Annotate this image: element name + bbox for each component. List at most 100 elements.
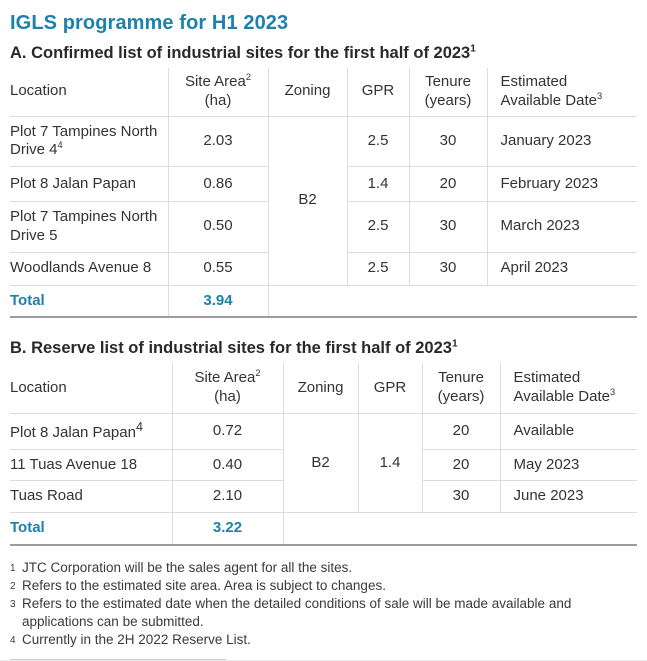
footnote-ref-4: 4 (135, 419, 143, 434)
footnote-ref-2: 2 (255, 368, 261, 379)
confirmed-sites-table: Location Site Area2 (ha) Zoning GPR Tenur… (10, 68, 637, 319)
date-cell: February 2023 (487, 166, 637, 202)
total-value: 3.22 (172, 512, 284, 546)
location-cell: Plot 8 Jalan Papan (10, 166, 169, 202)
footnote-ref-2: 2 (245, 72, 252, 82)
total-row-spacer (268, 285, 637, 319)
footnote-ref-1: 1 (470, 43, 476, 55)
section-a-title-text: A. Confirmed list of industrial sites fo… (10, 44, 471, 62)
footnote-text: JTC Corporation will be the sales agent … (22, 559, 353, 575)
tenure-cell: 30 (409, 116, 488, 167)
table-header-row: Location Site Area2 (ha) Zoning GPR Tenur… (10, 68, 637, 117)
footnote-text: Currently in the 2H 2022 Reserve List. (22, 631, 251, 647)
table-row: Plot 8 Jalan Papan4 0.72 B2 1.4 20 Avail… (10, 413, 637, 514)
tenure-cell: 30 (409, 252, 488, 286)
col-header-location: Location (10, 68, 169, 117)
gpr-cell: 2.5 (347, 116, 410, 167)
date-cell: May 2023 (500, 449, 637, 482)
date-cell: Available (500, 413, 637, 450)
date-label-line2: Available Date (500, 91, 597, 109)
col-header-available-date: Estimated Available Date3 (500, 363, 637, 414)
tenure-label: Tenure (425, 73, 471, 90)
gpr-cell: 2.5 (347, 252, 410, 286)
col-header-gpr: GPR (347, 68, 410, 117)
date-cell: April 2023 (487, 252, 637, 286)
date-label-line1: Estimated (513, 369, 581, 387)
site-area-cell: 0.86 (168, 166, 269, 202)
gpr-cell: 1.4 (347, 166, 410, 202)
tenure-cell: 20 (422, 449, 501, 482)
site-area-cell: 2.03 (168, 116, 269, 167)
footnote-ref-1: 1 (451, 338, 458, 350)
tenure-cell: 30 (409, 201, 488, 253)
table-row: Plot 8 Jalan Papan 0.86 1.4 20 February … (10, 166, 637, 202)
table-header-row: Location Site Area2 (ha) Zoning GPR Tenur… (10, 363, 637, 414)
total-row: Total 3.94 (10, 285, 637, 319)
date-cell: March 2023 (487, 201, 637, 253)
date-cell: June 2023 (500, 480, 637, 513)
tenure-unit: (years) (424, 91, 472, 109)
footnote-4: 4 Currently in the 2H 2022 Reserve List. (10, 631, 620, 649)
location-cell: Tuas Road (10, 480, 173, 513)
total-value: 3.94 (168, 285, 269, 319)
col-header-site-area: Site Area2 (ha) (168, 68, 269, 117)
footnote-1: 1 JTC Corporation will be the sales agent… (10, 559, 620, 577)
location-cell: 11 Tuas Avenue 18 (10, 449, 173, 482)
site-area-label: Site Area (184, 73, 246, 90)
location-cell: Plot 8 Jalan Papan4 (10, 413, 173, 450)
tenure-cell: 30 (422, 480, 501, 513)
table-row: Plot 7 Tampines North Drive 44 2.03 B2 2… (10, 116, 637, 286)
zoning-merged-cell: B2 (283, 413, 359, 514)
section-b-title: B. Reserve list of industrial sites for … (10, 339, 637, 358)
date-cell: January 2023 (487, 116, 637, 167)
date-label-line2: Available Date (513, 388, 610, 405)
site-area-cell: 0.40 (172, 449, 284, 482)
date-label-line1: Estimated (500, 73, 568, 90)
location-text: Plot 8 Jalan Papan (10, 423, 136, 441)
footnote-text: Refers to the estimated site area. Area … (22, 577, 386, 593)
footnote-marker: 2 (10, 580, 16, 592)
site-area-label: Site Area (194, 369, 256, 387)
footnote-ref-3: 3 (609, 387, 616, 397)
footnote-marker: 1 (10, 562, 16, 574)
location-cell: Woodlands Avenue 8 (10, 252, 169, 286)
table-row: Plot 7 Tampines North Drive 5 0.50 2.5 3… (10, 201, 637, 253)
section-a-title: A. Confirmed list of industrial sites fo… (10, 44, 637, 63)
site-area-unit: (ha) (214, 388, 241, 405)
col-header-location: Location (10, 363, 173, 414)
tenure-cell: 20 (409, 166, 488, 202)
location-cell: Plot 7 Tampines North Drive 5 (10, 201, 169, 253)
col-header-zoning: Zoning (283, 363, 359, 414)
tenure-unit: (years) (437, 388, 485, 405)
table-row: Woodlands Avenue 8 0.55 2.5 30 April 202… (10, 252, 637, 286)
footnote-marker: 4 (10, 634, 16, 646)
total-row-spacer (283, 512, 637, 546)
footnote-text: Refers to the estimated date when the de… (22, 595, 572, 629)
footnotes: 1 JTC Corporation will be the sales agent… (10, 559, 637, 649)
col-header-gpr: GPR (358, 363, 423, 414)
site-area-unit: (ha) (204, 91, 232, 109)
gpr-cell: 2.5 (347, 201, 410, 253)
location-text: Plot 7 Tampines North Drive 4 (10, 122, 158, 159)
col-header-tenure: Tenure (years) (409, 68, 488, 117)
footnote-2: 2 Refers to the estimated site area. Area… (10, 577, 620, 595)
footnote-ref-4: 4 (57, 140, 63, 151)
location-cell: Plot 7 Tampines North Drive 44 (10, 116, 169, 167)
total-row: Total 3.22 (10, 512, 637, 546)
gpr-merged-cell: 1.4 (358, 413, 423, 514)
site-area-cell: 0.72 (172, 413, 284, 450)
col-header-site-area: Site Area2 (ha) (172, 363, 284, 414)
col-header-tenure: Tenure (years) (422, 363, 501, 414)
credit-divider (10, 658, 226, 660)
reserve-sites-table: Location Site Area2 (ha) Zoning GPR Tenur… (10, 363, 637, 546)
site-area-cell: 0.50 (168, 201, 269, 253)
total-label: Total (10, 285, 169, 319)
col-header-available-date: Estimated Available Date3 (487, 68, 637, 117)
tenure-cell: 20 (422, 413, 501, 450)
table-row: 11 Tuas Avenue 18 0.40 20 May 2023 (10, 449, 637, 482)
col-header-zoning: Zoning (268, 68, 348, 117)
tenure-label: Tenure (438, 369, 484, 387)
section-b-title-text: B. Reserve list of industrial sites for … (10, 339, 452, 358)
chart-title: IGLS programme for H1 2023 (10, 12, 289, 34)
